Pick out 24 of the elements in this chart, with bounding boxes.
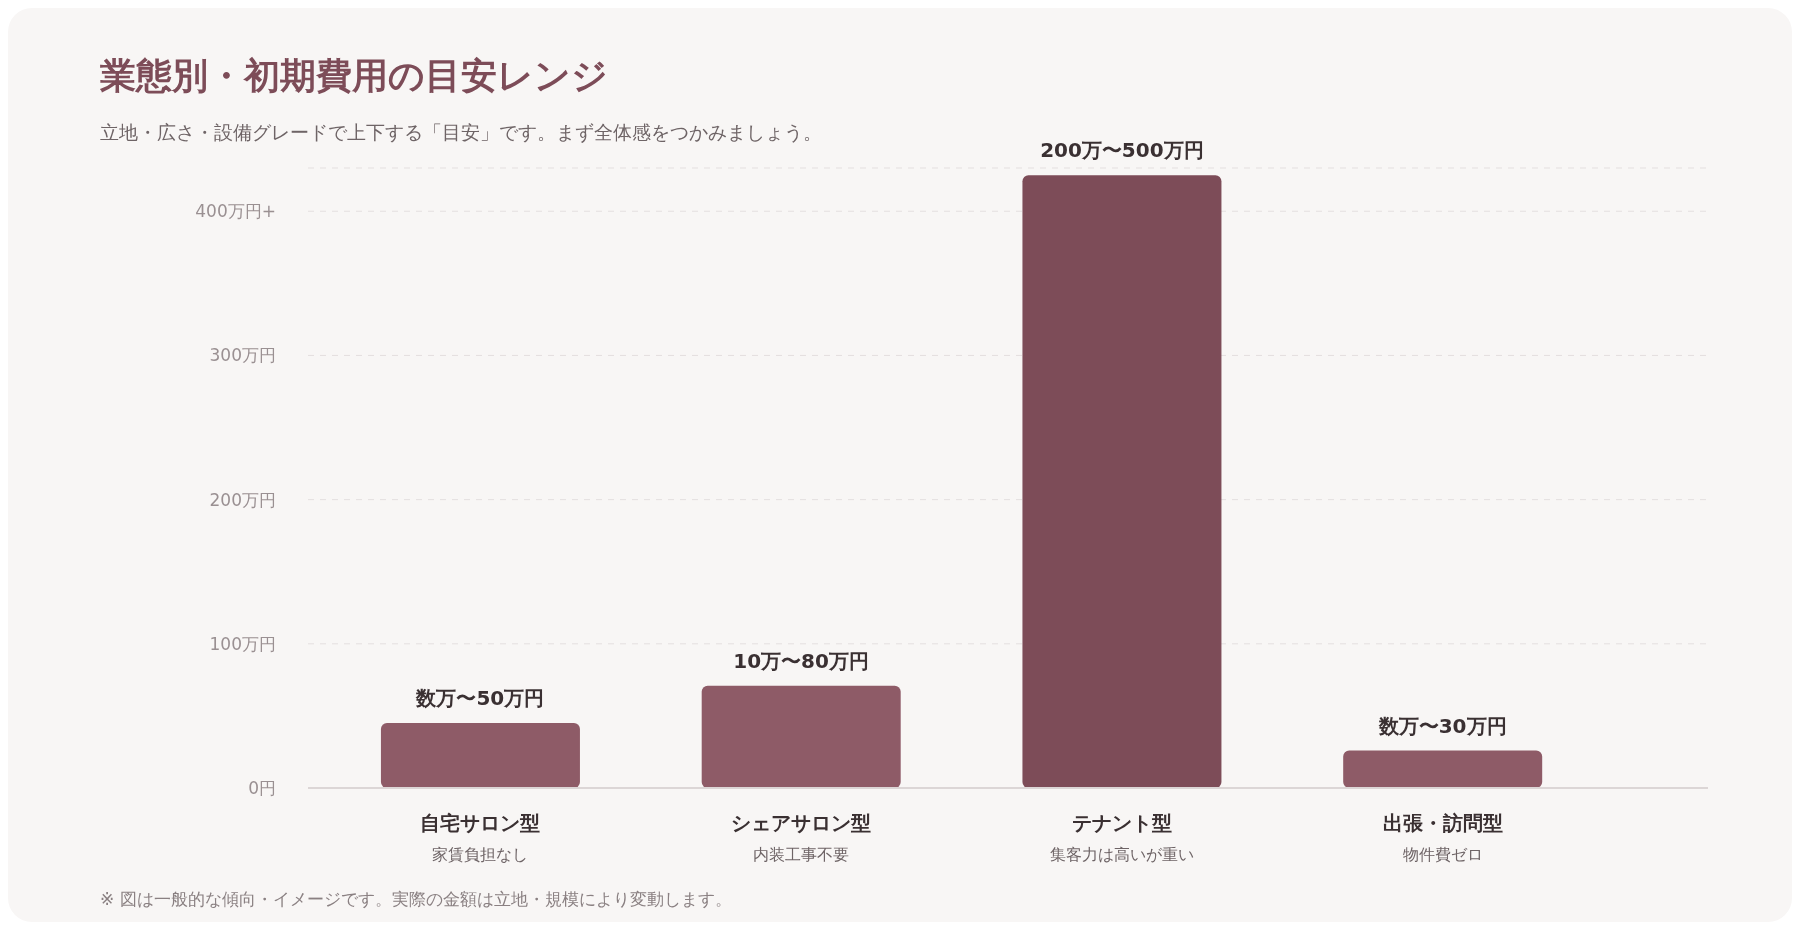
annotation: 数万〜30万円 bbox=[1377, 713, 1507, 738]
text: 集客力は高いが重い bbox=[1049, 845, 1194, 864]
y-tick-label: 100万円 bbox=[209, 633, 276, 654]
bar bbox=[1022, 175, 1222, 788]
annotation: 200万〜500万円 bbox=[1040, 138, 1204, 163]
x-tick-label: テナント型 bbox=[1071, 811, 1172, 835]
y-tick-label: 400万円+ bbox=[195, 201, 276, 222]
text: 内装工事不要 bbox=[753, 845, 850, 864]
text: 物件費ゼロ bbox=[1402, 845, 1483, 864]
chart-subtitle: 立地・広さ・設備グレードで上下する「目安」です。まず全体感をつかみましょう。 bbox=[100, 120, 822, 145]
x-tick-label: 出張・訪問型 bbox=[1382, 811, 1503, 835]
y-tick-label: 0円 bbox=[248, 778, 276, 799]
y-tick-label: 200万円 bbox=[209, 489, 276, 510]
annotation: 10万〜80万円 bbox=[733, 648, 869, 673]
bar bbox=[1343, 750, 1543, 788]
text: 家賃負担なし bbox=[432, 845, 529, 864]
chart-title: 業態別・初期費用の目安レンジ bbox=[100, 53, 608, 98]
x-tick-label: シェアサロン型 bbox=[731, 811, 872, 835]
y-tick-label: 300万円 bbox=[209, 345, 276, 366]
text: ※ 図は一般的な傾向・イメージです。実際の金額は立地・規模により変動します。 bbox=[100, 888, 732, 911]
bar bbox=[701, 685, 901, 788]
bar bbox=[380, 723, 580, 788]
annotation: 数万〜50万円 bbox=[415, 686, 545, 711]
x-tick-label: 自宅サロン型 bbox=[420, 811, 541, 835]
